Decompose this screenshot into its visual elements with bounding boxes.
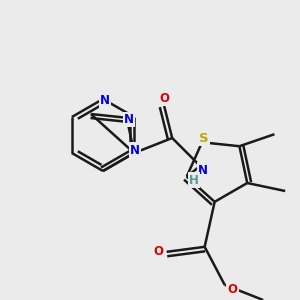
Text: H: H — [189, 173, 199, 187]
Text: N: N — [100, 94, 110, 107]
Text: N: N — [124, 113, 134, 126]
Text: O: O — [159, 92, 169, 104]
Text: N: N — [198, 164, 208, 176]
Text: N: N — [130, 143, 140, 157]
Text: S: S — [199, 132, 209, 145]
Text: O: O — [228, 283, 238, 296]
Text: O: O — [154, 245, 164, 258]
